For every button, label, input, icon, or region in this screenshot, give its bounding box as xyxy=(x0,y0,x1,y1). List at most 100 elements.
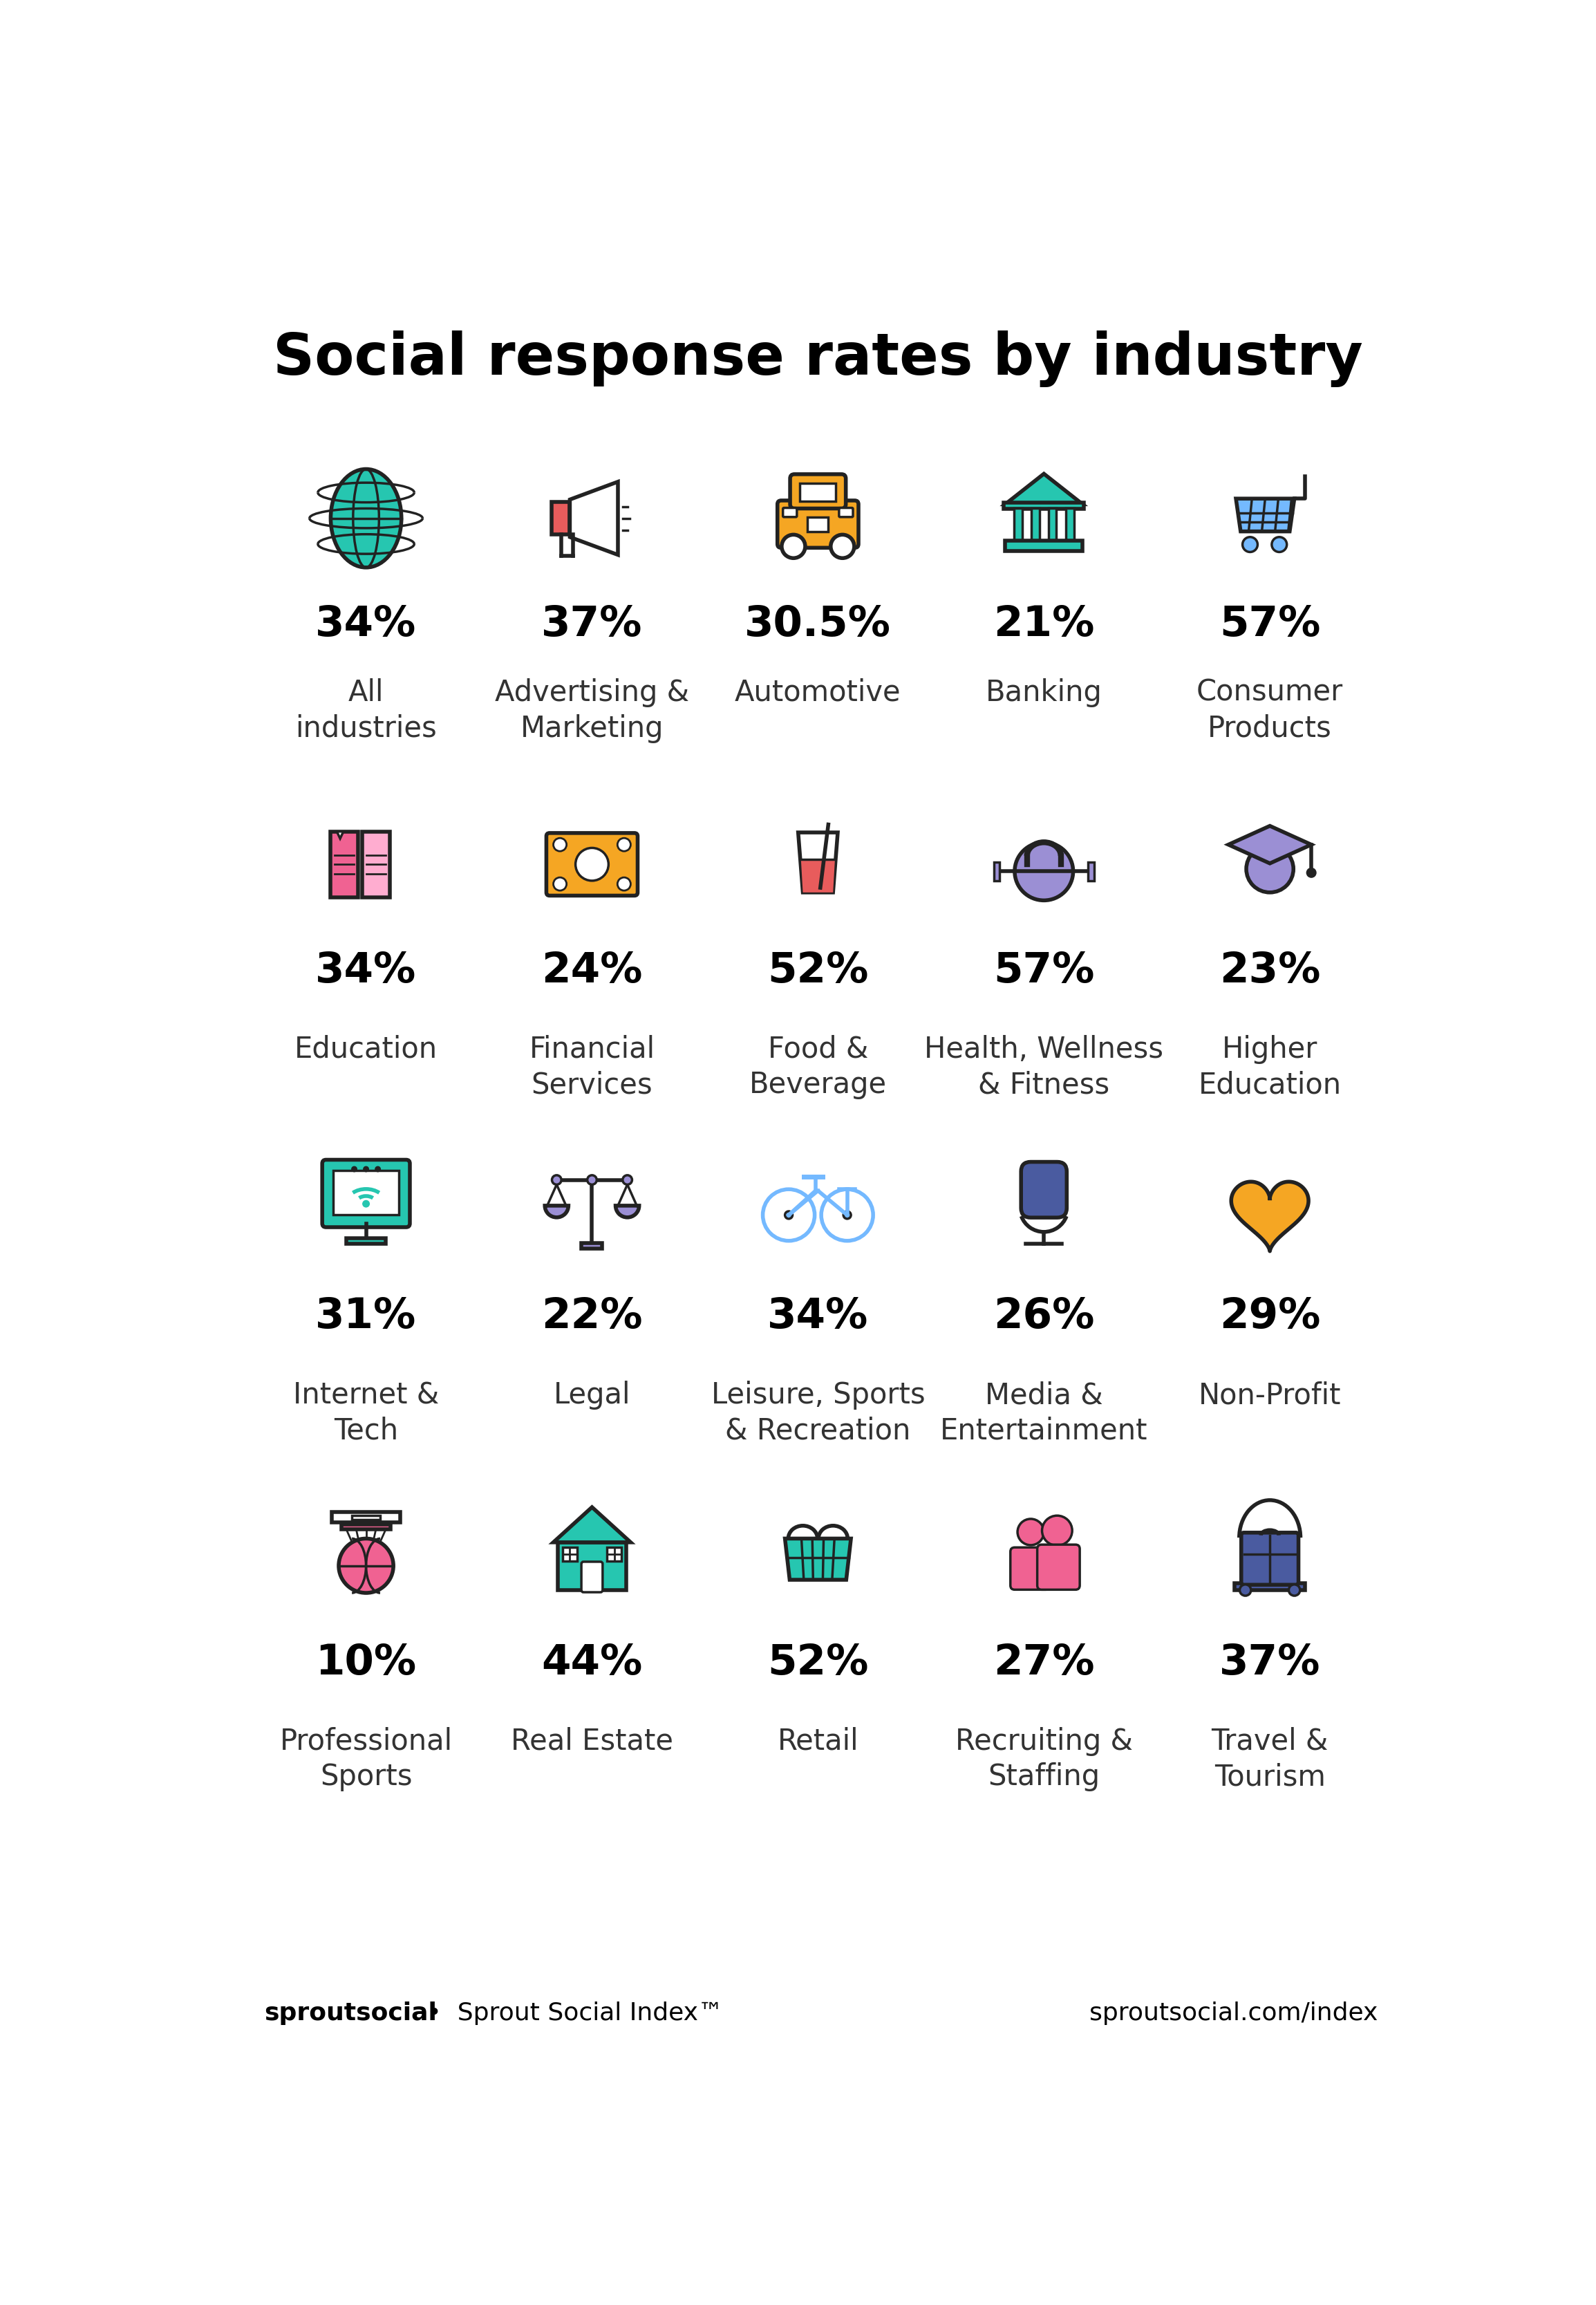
Bar xyxy=(581,1242,602,1249)
Circle shape xyxy=(587,1176,597,1185)
Text: Consumer
Products: Consumer Products xyxy=(1197,678,1344,742)
Bar xyxy=(800,484,836,500)
Text: 37%: 37% xyxy=(541,604,643,645)
Polygon shape xyxy=(785,1537,851,1579)
Text: Advertising &
Marketing: Advertising & Marketing xyxy=(495,678,689,742)
Bar xyxy=(559,1542,626,1590)
Text: 23%: 23% xyxy=(1219,950,1320,991)
Text: Internet &
Tech: Internet & Tech xyxy=(294,1381,439,1445)
Bar xyxy=(1005,542,1082,551)
Bar xyxy=(351,1514,380,1519)
Circle shape xyxy=(1307,869,1317,878)
Text: Non-Profit: Non-Profit xyxy=(1199,1381,1341,1411)
Bar xyxy=(1088,862,1093,881)
FancyBboxPatch shape xyxy=(1010,1547,1050,1590)
Circle shape xyxy=(618,878,630,890)
Text: Retail: Retail xyxy=(777,1726,859,1756)
Text: 24%: 24% xyxy=(541,950,643,991)
Text: 37%: 37% xyxy=(1219,1643,1320,1683)
Circle shape xyxy=(1240,1584,1251,1595)
Bar xyxy=(346,1238,386,1245)
Text: Food &
Beverage: Food & Beverage xyxy=(749,1035,887,1099)
Text: All
industries: All industries xyxy=(295,678,437,742)
Bar xyxy=(1004,502,1084,509)
Text: Travel &
Tourism: Travel & Tourism xyxy=(1211,1726,1328,1791)
Bar xyxy=(1234,1584,1306,1590)
Circle shape xyxy=(351,1166,358,1171)
Text: •  Sprout Social Index™: • Sprout Social Index™ xyxy=(420,2001,723,2024)
Text: 29%: 29% xyxy=(1219,1295,1320,1337)
Circle shape xyxy=(618,839,630,851)
Circle shape xyxy=(554,878,567,890)
FancyBboxPatch shape xyxy=(1037,1544,1080,1590)
Polygon shape xyxy=(337,832,343,839)
Circle shape xyxy=(1272,537,1286,551)
FancyBboxPatch shape xyxy=(322,1159,410,1226)
Polygon shape xyxy=(570,482,618,556)
Text: 21%: 21% xyxy=(993,604,1095,645)
Text: Financial
Services: Financial Services xyxy=(528,1035,654,1099)
Text: 31%: 31% xyxy=(316,1295,417,1337)
Bar xyxy=(994,862,999,881)
Circle shape xyxy=(785,1210,793,1219)
Wedge shape xyxy=(544,1206,568,1217)
Text: 34%: 34% xyxy=(316,604,417,645)
Polygon shape xyxy=(798,832,838,892)
Bar xyxy=(330,832,358,897)
Polygon shape xyxy=(1235,498,1294,532)
Text: 57%: 57% xyxy=(993,950,1095,991)
Bar xyxy=(362,832,389,897)
Polygon shape xyxy=(1231,1182,1309,1252)
FancyBboxPatch shape xyxy=(1021,1162,1066,1217)
Bar xyxy=(552,502,570,535)
Bar xyxy=(334,1171,399,1215)
Text: Recruiting &
Staffing: Recruiting & Staffing xyxy=(954,1726,1133,1791)
FancyBboxPatch shape xyxy=(777,500,859,549)
FancyBboxPatch shape xyxy=(581,1563,603,1593)
Bar xyxy=(342,1524,391,1528)
Circle shape xyxy=(782,535,806,558)
Text: Health, Wellness
& Fitness: Health, Wellness & Fitness xyxy=(924,1035,1163,1099)
Circle shape xyxy=(338,1537,393,1593)
Text: 22%: 22% xyxy=(541,1295,643,1337)
FancyBboxPatch shape xyxy=(1242,1533,1299,1586)
Ellipse shape xyxy=(1246,846,1293,892)
Text: 30.5%: 30.5% xyxy=(745,604,891,645)
Text: 44%: 44% xyxy=(541,1643,643,1683)
Circle shape xyxy=(552,1176,562,1185)
Circle shape xyxy=(1243,537,1258,551)
Circle shape xyxy=(1018,1519,1044,1544)
Bar xyxy=(1066,507,1074,542)
Text: Legal: Legal xyxy=(554,1381,630,1411)
Circle shape xyxy=(1288,1584,1301,1595)
Text: Real Estate: Real Estate xyxy=(511,1726,674,1756)
Text: 10%: 10% xyxy=(316,1643,417,1683)
Circle shape xyxy=(364,1166,369,1171)
Text: Banking: Banking xyxy=(986,678,1103,708)
FancyBboxPatch shape xyxy=(784,507,796,516)
Circle shape xyxy=(843,1210,851,1219)
Circle shape xyxy=(375,1166,380,1171)
Text: sproutsocial: sproutsocial xyxy=(263,2001,436,2024)
Text: 34%: 34% xyxy=(768,1295,868,1337)
FancyBboxPatch shape xyxy=(546,832,638,897)
Ellipse shape xyxy=(330,470,402,567)
Circle shape xyxy=(576,848,608,881)
Text: Automotive: Automotive xyxy=(734,678,902,708)
Text: Education: Education xyxy=(294,1035,437,1063)
Text: 26%: 26% xyxy=(993,1295,1095,1337)
Polygon shape xyxy=(1005,475,1082,505)
Bar xyxy=(1049,507,1057,542)
Polygon shape xyxy=(801,860,835,892)
Circle shape xyxy=(1042,1517,1073,1547)
Text: Leisure, Sports
& Recreation: Leisure, Sports & Recreation xyxy=(710,1381,926,1445)
Circle shape xyxy=(622,1176,632,1185)
Text: 57%: 57% xyxy=(1219,604,1320,645)
Text: sproutsocial.com/index: sproutsocial.com/index xyxy=(1090,2001,1377,2024)
Text: Professional
Sports: Professional Sports xyxy=(279,1726,453,1791)
Circle shape xyxy=(554,839,567,851)
Text: 34%: 34% xyxy=(316,950,417,991)
Text: Media &
Entertainment: Media & Entertainment xyxy=(940,1381,1148,1445)
Bar xyxy=(1013,507,1021,542)
Bar xyxy=(606,1547,621,1560)
